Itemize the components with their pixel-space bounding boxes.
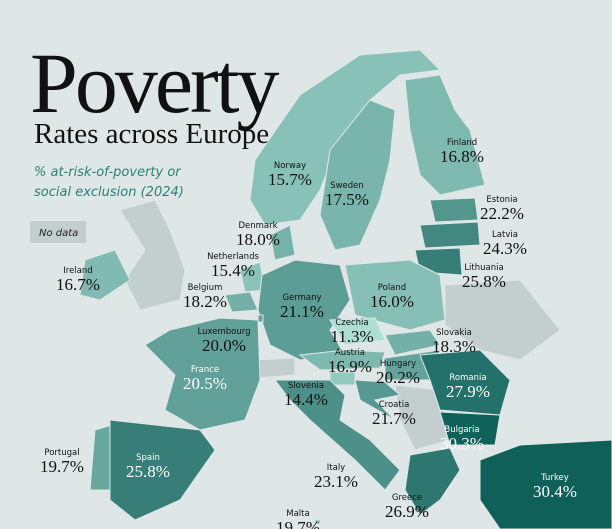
no-data-region: [394, 384, 451, 451]
country-name: Finland: [447, 138, 477, 148]
country-shape: [314, 519, 321, 525]
country-value: 19.7%: [276, 518, 320, 529]
country-value: 27.9%: [446, 382, 490, 401]
no-data-areas: [119, 199, 561, 451]
country-shape: [109, 419, 216, 521]
country-shape: [79, 249, 131, 301]
country-shape: [319, 99, 396, 251]
country-shape: [404, 74, 486, 196]
country-name: Lithuania: [464, 263, 503, 273]
note-line: % at-risk-of-poverty or: [34, 165, 182, 180]
country-value: 11.3%: [330, 327, 373, 346]
note-line: social exclusion (2024): [34, 185, 184, 200]
country-value: 30.3%: [440, 434, 484, 453]
country-name: Spain: [136, 453, 160, 463]
legend-label: No data: [39, 228, 78, 239]
country-value: 18.2%: [183, 292, 227, 311]
country-value: 26.9%: [385, 502, 429, 521]
country-shape: [479, 439, 612, 529]
no-data-region: [119, 199, 186, 311]
country-name: Turkey: [540, 473, 569, 483]
countries: [79, 49, 612, 529]
no-data-region: [444, 279, 561, 361]
country-value: 22.2%: [480, 204, 524, 223]
country-name: Croatia: [379, 400, 410, 410]
country-name: Norway: [274, 161, 306, 171]
country-name: Sweden: [330, 181, 364, 191]
country-name: Malta: [286, 509, 309, 519]
country-name: Germany: [282, 293, 321, 303]
country-name: Bulgaria: [444, 425, 479, 435]
country-value: 15.7%: [268, 170, 312, 189]
country-name: Estonia: [486, 195, 517, 205]
country-value: 25.8%: [462, 272, 506, 291]
country-shape: [144, 317, 261, 431]
country-value: 20.0%: [202, 336, 246, 355]
country-name: France: [191, 365, 219, 375]
country-name: Belgium: [188, 283, 223, 293]
country-name: Luxembourg: [198, 327, 251, 337]
country-name: Denmark: [238, 221, 277, 231]
subtitle: Rates across Europe: [34, 118, 269, 150]
country-value: 25.8%: [126, 462, 170, 481]
country-shape: [344, 259, 446, 331]
country-value: 19.7%: [40, 457, 84, 476]
country-shape: [429, 197, 479, 223]
country-name: Ireland: [63, 266, 92, 276]
title: Poverty: [30, 35, 280, 131]
country-shape: [257, 314, 264, 323]
legend-swatch: [30, 221, 86, 243]
country-shape: [354, 379, 402, 421]
country-value: 21.7%: [372, 409, 416, 428]
country-name: Slovenia: [288, 381, 324, 391]
country-name: Poland: [378, 283, 406, 293]
country-shape: [439, 411, 501, 446]
country-name: Netherlands: [207, 252, 259, 262]
country-name: Latvia: [492, 230, 518, 240]
country-value: 20.5%: [183, 374, 227, 393]
country-value: 17.5%: [325, 190, 369, 209]
country-name: Italy: [327, 463, 345, 473]
country-name: Slovakia: [436, 328, 472, 338]
country-value: 16.8%: [440, 147, 484, 166]
country-value: 30.4%: [533, 482, 577, 501]
country-name: Portugal: [44, 448, 79, 458]
country-shape: [298, 349, 386, 371]
country-shape: [384, 329, 441, 356]
country-value: 15.4%: [211, 261, 255, 280]
country-name: Hungary: [380, 359, 416, 369]
country-name: Czechia: [335, 318, 368, 328]
country-value: 24.3%: [483, 239, 527, 258]
country-shape: [257, 259, 351, 361]
country-value: 16.0%: [370, 292, 414, 311]
country-name: Austria: [335, 348, 365, 358]
country-shape: [274, 379, 401, 491]
country-value: 16.7%: [56, 275, 100, 294]
country-value: 18.3%: [432, 337, 476, 356]
country-value: 23.1%: [314, 472, 358, 491]
country-shape: [419, 221, 481, 249]
country-value: 16.9%: [328, 357, 372, 376]
country-value: 20.2%: [376, 368, 420, 387]
country-value: 18.0%: [236, 230, 280, 249]
country-shape: [329, 317, 386, 346]
country-name: Romania: [449, 373, 486, 383]
country-shape: [404, 447, 461, 516]
country-value: 21.1%: [280, 302, 324, 321]
country-name: Greece: [392, 493, 422, 503]
country-shape: [269, 224, 296, 261]
country-value: 14.4%: [284, 390, 328, 409]
